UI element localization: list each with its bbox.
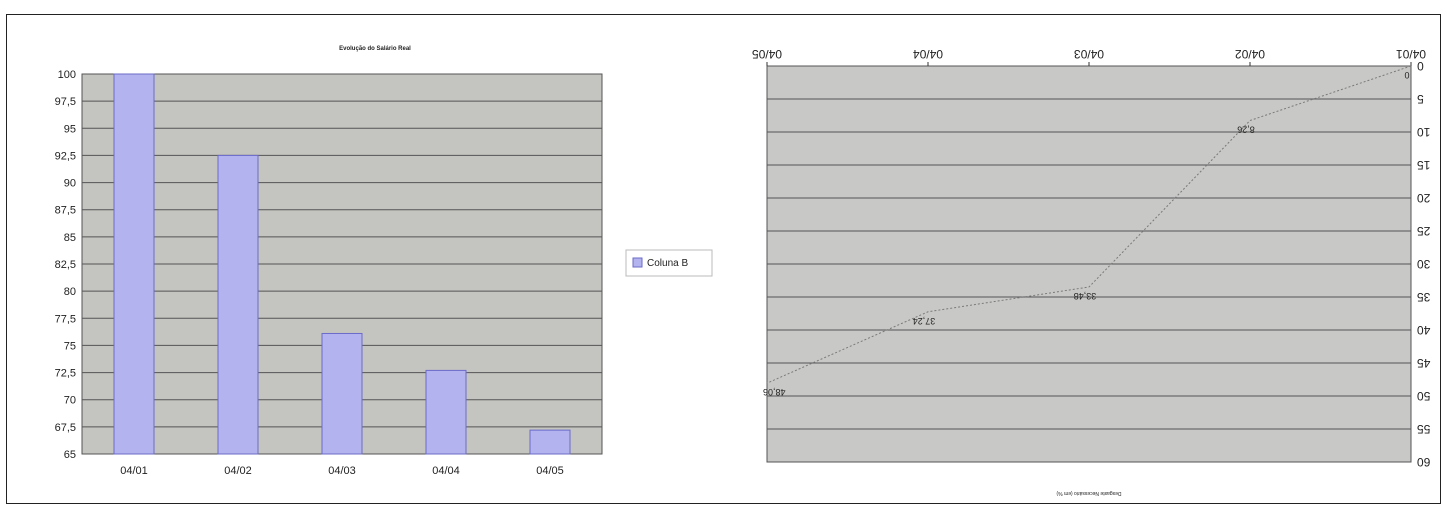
right-data-label: 8,26 xyxy=(1237,125,1255,135)
right-y-tick: 50 xyxy=(1417,389,1431,403)
right-x-axis-label: Desgaste Necessário (em %) xyxy=(1056,490,1121,496)
left-y-tick: 75 xyxy=(64,340,76,352)
right-x-tick: 04/05 xyxy=(752,47,782,61)
left-bar-04-01 xyxy=(113,73,155,455)
left-x-tick: 04/02 xyxy=(224,465,252,477)
left-x-tick: 04/03 xyxy=(328,465,356,477)
right-gridlines xyxy=(767,98,1411,430)
right-y-tick: 45 xyxy=(1417,356,1431,370)
left-bar-chart: Evolução do Salário Real 100 97,5 95 92,5 90… xyxy=(55,46,603,477)
left-bar-04-05 xyxy=(529,429,571,455)
right-x-tick: 04/04 xyxy=(913,47,943,61)
left-y-tick: 90 xyxy=(64,178,76,190)
left-y-tick: 95 xyxy=(64,123,76,135)
right-data-label: 33,48 xyxy=(1074,291,1097,301)
right-data-labels: 0 8,26 33,48 37,24 48,06 xyxy=(763,70,1410,397)
left-y-tick: 85 xyxy=(64,232,76,244)
legend-label: Coluna B xyxy=(647,258,688,269)
left-y-tick: 72,5 xyxy=(55,368,76,380)
left-y-tick-labels: 100 97,5 95 92,5 90 87,5 85 82,5 80 77,5 75 72,5 70 6… xyxy=(55,69,76,461)
left-y-tick: 97,5 xyxy=(55,96,76,108)
left-y-tick: 82,5 xyxy=(55,259,76,271)
left-y-tick: 77,5 xyxy=(55,313,76,325)
left-x-tick: 04/05 xyxy=(536,465,564,477)
left-y-tick: 65 xyxy=(64,449,76,461)
right-y-tick: 40 xyxy=(1417,323,1431,337)
left-y-tick: 80 xyxy=(64,286,76,298)
left-chart-title: Evolução do Salário Real xyxy=(339,46,411,52)
right-y-tick: 20 xyxy=(1417,191,1431,205)
left-y-tick: 70 xyxy=(64,395,76,407)
right-data-label: 37,24 xyxy=(913,316,936,326)
right-data-label: 0 xyxy=(1404,70,1409,80)
right-y-tick: 10 xyxy=(1417,125,1431,139)
left-bar-04-03 xyxy=(321,332,363,455)
legend: Coluna B xyxy=(625,249,713,277)
right-x-tick-labels: 04/01 04/02 04/03 04/04 04/05 xyxy=(752,47,1426,66)
left-y-tick: 92,5 xyxy=(55,150,76,162)
right-x-tick: 04/01 xyxy=(1396,47,1426,61)
right-y-tick: 5 xyxy=(1417,92,1424,106)
right-y-tick: 55 xyxy=(1417,422,1431,436)
right-y-tick: 0 xyxy=(1417,59,1424,73)
right-y-tick: 15 xyxy=(1417,158,1431,172)
right-data-label: 48,06 xyxy=(763,387,786,397)
left-x-tick: 04/04 xyxy=(432,465,460,477)
legend-swatch xyxy=(632,257,643,268)
right-series-line xyxy=(766,65,1412,384)
right-line-chart: 0 5 10 15 20 25 30 35 40 45 50 55 60 04/01 04/02 04/03… xyxy=(752,47,1431,496)
right-x-tick: 04/02 xyxy=(1235,47,1265,61)
left-bar-04-02 xyxy=(217,154,259,455)
right-y-tick: 30 xyxy=(1417,257,1431,271)
left-y-tick: 100 xyxy=(58,69,76,81)
left-x-tick: 04/01 xyxy=(120,465,148,477)
figure-border xyxy=(6,14,1441,504)
left-y-tick: 87,5 xyxy=(55,205,76,217)
left-bars xyxy=(113,73,571,455)
right-y-tick-labels: 0 5 10 15 20 25 30 35 40 45 50 55 60 xyxy=(1417,59,1431,469)
right-x-tick: 04/03 xyxy=(1074,47,1104,61)
right-y-tick: 35 xyxy=(1417,290,1431,304)
right-y-tick: 60 xyxy=(1417,455,1431,469)
right-y-tick: 25 xyxy=(1417,224,1431,238)
left-y-tick: 67,5 xyxy=(55,422,76,434)
left-x-tick-labels: 04/01 04/02 04/03 04/04 04/05 xyxy=(120,465,564,477)
left-bar-04-04 xyxy=(425,369,467,455)
